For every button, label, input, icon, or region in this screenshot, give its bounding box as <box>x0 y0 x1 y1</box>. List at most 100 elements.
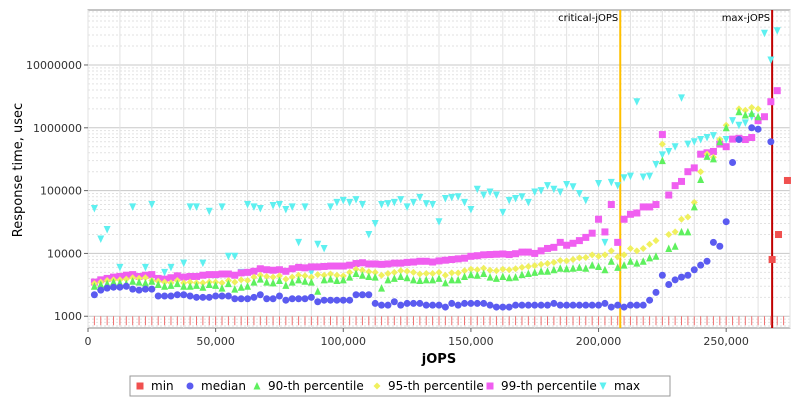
max-point <box>620 174 628 182</box>
95-th-percentile-point <box>435 268 443 276</box>
99-th-percentile-point <box>435 257 443 265</box>
median-point <box>767 138 775 146</box>
90-th-percentile-point <box>192 281 200 289</box>
99-th-percentile-point <box>205 271 213 279</box>
95-th-percentile-point <box>607 247 615 255</box>
legend-label-95-th-percentile: 95-th percentile <box>388 379 484 393</box>
max-point <box>697 136 705 144</box>
95-th-percentile-point <box>409 268 417 276</box>
99-th-percentile-point <box>467 252 475 260</box>
99-th-percentile-point <box>186 272 194 280</box>
x-axis-ticks: 0 50,000 100,000 150,000 200,000 250,000 <box>85 328 749 348</box>
99-th-percentile-point <box>365 260 373 268</box>
90-th-percentile-point <box>588 261 596 269</box>
99-th-percentile-point <box>652 201 660 209</box>
max-point <box>244 201 252 209</box>
95-th-percentile-point <box>275 272 283 280</box>
95-th-percentile-point <box>314 271 322 279</box>
90-th-percentile-point <box>397 272 405 280</box>
95-th-percentile-point <box>320 271 328 279</box>
90-th-percentile-point <box>295 275 303 284</box>
median-point <box>461 299 469 307</box>
median-point <box>569 301 577 309</box>
95-th-percentile-point <box>499 265 507 273</box>
99-th-percentile-point <box>754 117 762 125</box>
median-point <box>333 296 341 304</box>
90-th-percentile-point <box>684 227 692 236</box>
max-point <box>722 136 730 144</box>
99-th-percentile-point <box>244 268 252 276</box>
max-point <box>282 206 290 214</box>
90-th-percentile-point <box>550 265 558 274</box>
max-point <box>518 193 526 201</box>
max-jops-label: max-jOPS <box>722 13 770 24</box>
99-th-percentile-point <box>607 201 615 209</box>
99-th-percentile-point <box>448 256 456 264</box>
y-axis-title: Response time, usec <box>11 103 26 237</box>
max-point <box>652 161 660 169</box>
99-th-percentile-point <box>212 271 220 279</box>
legend-swatch-max <box>599 382 607 390</box>
90-th-percentile-point <box>543 267 551 275</box>
99-th-percentile-point <box>722 143 730 151</box>
99-th-percentile-point <box>550 243 558 251</box>
99-th-percentile-point <box>282 267 290 275</box>
max-point <box>429 201 437 209</box>
99-th-percentile-point <box>263 266 271 274</box>
95-th-percentile-point <box>244 277 252 285</box>
95-th-percentile-point <box>524 262 532 270</box>
99-th-percentile-point <box>556 238 564 246</box>
95-th-percentile-point <box>141 274 149 282</box>
max-point <box>633 98 641 106</box>
95-th-percentile-point <box>416 270 424 278</box>
max-point <box>709 132 717 140</box>
90-th-percentile-point <box>429 275 437 284</box>
max-point <box>416 193 424 202</box>
90-th-percentile-point <box>512 273 520 281</box>
99-th-percentile-point <box>352 260 360 268</box>
95-th-percentile-point <box>614 253 622 261</box>
max-point <box>224 252 232 261</box>
95-th-percentile-point <box>461 267 469 275</box>
90-th-percentile-point <box>378 284 386 292</box>
median-point <box>224 292 232 300</box>
99-th-percentile-point <box>416 257 424 265</box>
median-point <box>671 276 679 284</box>
max-point <box>301 203 309 211</box>
max-point <box>741 119 749 127</box>
median-point <box>378 301 386 309</box>
99-th-percentile-point <box>148 271 156 279</box>
median-point <box>486 301 494 309</box>
99-th-percentile-point <box>275 266 283 274</box>
x-axis-title: jOPS <box>421 352 456 367</box>
median-point <box>90 291 98 299</box>
95-th-percentile-point <box>697 168 705 176</box>
legend-swatch-min <box>136 382 144 390</box>
median-point <box>658 271 666 279</box>
99-th-percentile-point <box>524 248 532 256</box>
x-tick-label: 200,000 <box>576 335 622 348</box>
90-th-percentile-point <box>244 282 252 290</box>
legend-label-median: median <box>201 379 246 393</box>
99-th-percentile-point <box>378 260 386 268</box>
median-point <box>748 124 756 132</box>
max-point <box>339 196 347 205</box>
99-th-percentile-point <box>371 260 379 268</box>
median-point <box>646 296 654 304</box>
99-th-percentile-point <box>358 259 366 267</box>
median-point <box>339 296 347 304</box>
max-point <box>186 203 194 211</box>
max-point <box>141 263 149 272</box>
max-point <box>403 203 411 211</box>
median-point <box>652 288 660 296</box>
max-point <box>531 188 539 197</box>
max-point <box>231 252 239 261</box>
95-th-percentile-point <box>582 254 590 262</box>
max-point <box>595 179 603 188</box>
99-th-percentile-point <box>486 251 494 259</box>
median-point <box>550 299 558 307</box>
90-th-percentile-point <box>320 275 328 284</box>
x-tick-label: 250,000 <box>703 335 749 348</box>
95-th-percentile-point <box>684 213 692 221</box>
99-th-percentile-point <box>684 168 692 176</box>
